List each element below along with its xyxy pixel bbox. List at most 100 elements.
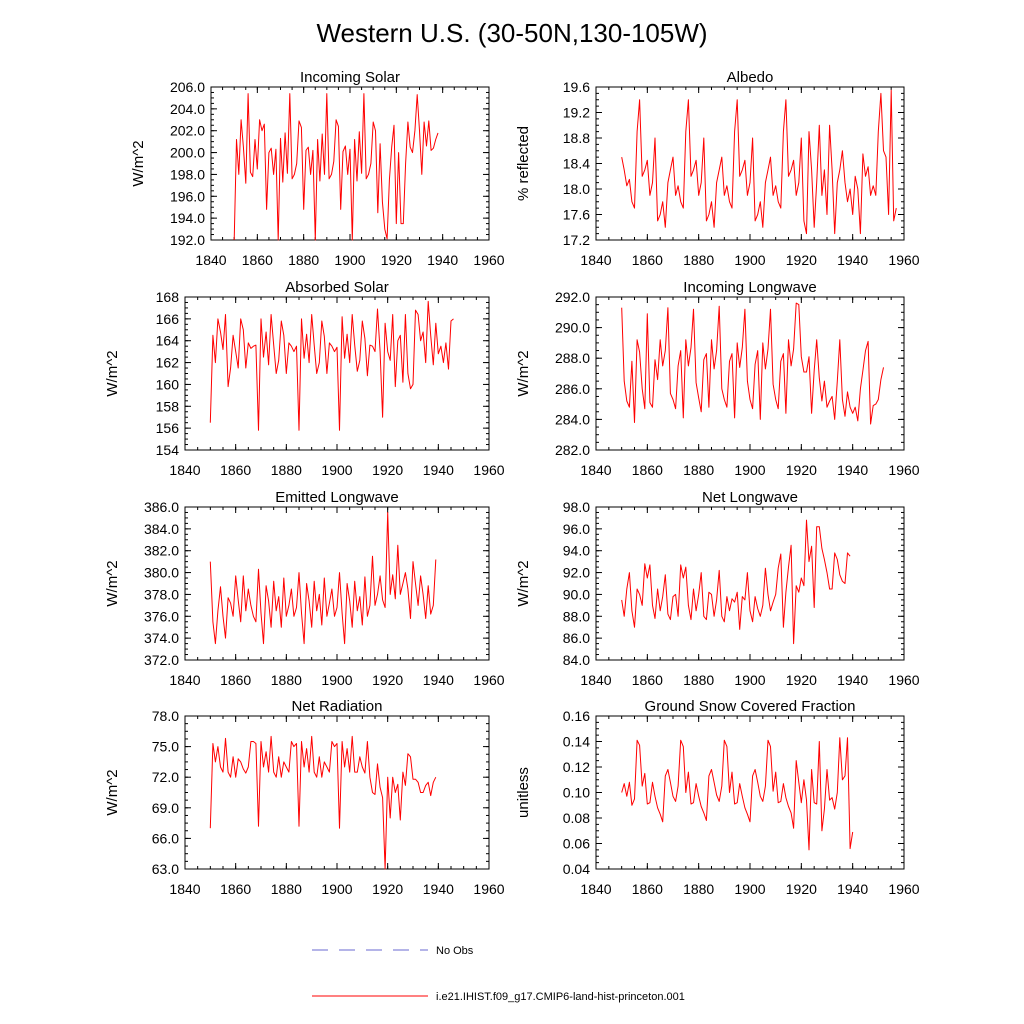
- y-tick-label: 88.0: [563, 608, 590, 624]
- panel-title: Incoming Longwave: [683, 279, 816, 296]
- panel-title: Ground Snow Covered Fraction: [645, 698, 856, 715]
- plot-frame: [595, 715, 905, 870]
- series-line: [621, 737, 854, 851]
- panel-3: Absorbed Solar W/m^2 1840 1860 1880 1900 1920 1…: [104, 279, 505, 478]
- x-tick-label: 1920: [372, 672, 403, 688]
- y-tick-label: 63.0: [152, 861, 179, 877]
- panel-title: Emitted Longwave: [275, 489, 398, 506]
- y-tick-label: 98.0: [563, 499, 590, 515]
- x-tick-label: 1920: [786, 672, 817, 688]
- x-tick-label: 1860: [242, 252, 273, 268]
- y-tick-label: 284.0: [555, 411, 590, 427]
- y-tick-label: 92.0: [563, 565, 590, 581]
- y-tick-label: 154: [156, 442, 180, 458]
- figure-title: Western U.S. (30-50N,130-105W): [316, 18, 707, 48]
- y-tick-label: 66.0: [152, 830, 179, 846]
- x-tick-label: 1960: [473, 252, 504, 268]
- x-tick-label: 1900: [734, 252, 765, 268]
- series-line: [621, 519, 851, 645]
- y-tick-label: 18.0: [563, 181, 590, 197]
- panel-2: Albedo % reflected 1840 1860 1880 1900 1920 194…: [515, 69, 920, 268]
- x-tick-label: 1920: [786, 881, 817, 897]
- legend-model-run-label: i.e21.IHIST.f09_g17.CMIP6-land-hist-prin…: [436, 991, 685, 1003]
- x-tick-label: 1840: [580, 672, 611, 688]
- y-tick-label: 204.0: [170, 101, 205, 117]
- x-tick-label: 1900: [334, 252, 365, 268]
- x-tick-label: 1880: [271, 462, 302, 478]
- y-tick-label: 292.0: [555, 289, 590, 305]
- y-axis-label: W/m^2: [104, 769, 121, 815]
- panel-6: Net Longwave W/m^2 1840 1860 1880 1900 1920 194…: [515, 489, 920, 688]
- y-tick-label: 166: [156, 311, 180, 327]
- panel-title: Net Radiation: [292, 698, 383, 715]
- x-tick-label: 1940: [837, 881, 868, 897]
- series-line: [233, 93, 439, 241]
- y-tick-label: 17.6: [563, 207, 590, 223]
- y-tick-label: 196.0: [170, 188, 205, 204]
- y-tick-label: 19.6: [563, 79, 590, 95]
- y-axis-label: W/m^2: [104, 560, 121, 606]
- y-tick-label: 17.2: [563, 232, 590, 248]
- x-tick-label: 1860: [632, 881, 663, 897]
- x-tick-label: 1840: [580, 252, 611, 268]
- y-tick-label: 380.0: [144, 565, 179, 581]
- x-tick-label: 1840: [169, 672, 200, 688]
- x-tick-label: 1900: [321, 672, 352, 688]
- y-tick-label: 0.16: [563, 708, 590, 724]
- x-tick-label: 1840: [580, 462, 611, 478]
- y-tick-label: 160: [156, 376, 180, 392]
- x-tick-label: 1940: [423, 462, 454, 478]
- y-tick-label: 158: [156, 398, 180, 414]
- y-tick-label: 192.0: [170, 232, 205, 248]
- series-line: [209, 512, 437, 645]
- plot-frame: [184, 715, 490, 870]
- x-tick-label: 1880: [683, 881, 714, 897]
- y-tick-label: 90.0: [563, 586, 590, 602]
- x-tick-label: 1880: [271, 672, 302, 688]
- y-tick-label: 86.0: [563, 630, 590, 646]
- panel-title: Net Longwave: [702, 489, 798, 506]
- panel-5: Emitted Longwave W/m^2 1840 1860 1880 1900 192…: [104, 489, 505, 688]
- y-tick-label: 382.0: [144, 543, 179, 559]
- x-tick-label: 1860: [220, 881, 251, 897]
- x-tick-label: 1880: [683, 672, 714, 688]
- series-line: [621, 302, 884, 425]
- series-line: [209, 300, 454, 431]
- x-tick-label: 1940: [837, 672, 868, 688]
- x-tick-label: 1840: [195, 252, 226, 268]
- y-tick-label: 156: [156, 420, 180, 436]
- y-tick-label: 78.0: [152, 708, 179, 724]
- x-tick-label: 1920: [786, 462, 817, 478]
- y-tick-label: 282.0: [555, 442, 590, 458]
- y-tick-label: 168: [156, 289, 180, 305]
- y-tick-label: 378.0: [144, 586, 179, 602]
- y-axis-label: W/m^2: [515, 560, 532, 606]
- x-tick-label: 1960: [888, 881, 919, 897]
- y-tick-label: 0.08: [563, 810, 590, 826]
- x-tick-label: 1940: [837, 462, 868, 478]
- x-tick-label: 1880: [683, 252, 714, 268]
- x-tick-label: 1920: [381, 252, 412, 268]
- x-tick-label: 1880: [271, 881, 302, 897]
- panel-7: Net Radiation W/m^2 1840 1860 1880 1900 1920 19…: [104, 698, 505, 897]
- y-tick-label: 0.14: [563, 734, 590, 750]
- y-axis-label: % reflected: [515, 126, 532, 201]
- y-tick-label: 0.12: [563, 759, 590, 775]
- y-tick-label: 386.0: [144, 499, 179, 515]
- x-tick-label: 1960: [888, 672, 919, 688]
- series-line: [209, 735, 437, 870]
- y-tick-label: 94.0: [563, 543, 590, 559]
- x-tick-label: 1960: [888, 252, 919, 268]
- y-axis-label: unitless: [515, 767, 532, 818]
- y-tick-label: 0.04: [563, 861, 590, 877]
- panel-title: Absorbed Solar: [285, 279, 388, 296]
- x-tick-label: 1960: [888, 462, 919, 478]
- x-tick-label: 1840: [169, 881, 200, 897]
- y-tick-label: 0.06: [563, 836, 590, 852]
- x-tick-label: 1940: [423, 881, 454, 897]
- legend-no-obs-label: No Obs: [436, 945, 474, 957]
- plot-frame: [184, 296, 490, 451]
- panel-1: Incoming Solar W/m^2 1840 1860 1880 1900 1920 1…: [130, 69, 505, 268]
- x-tick-label: 1860: [220, 462, 251, 478]
